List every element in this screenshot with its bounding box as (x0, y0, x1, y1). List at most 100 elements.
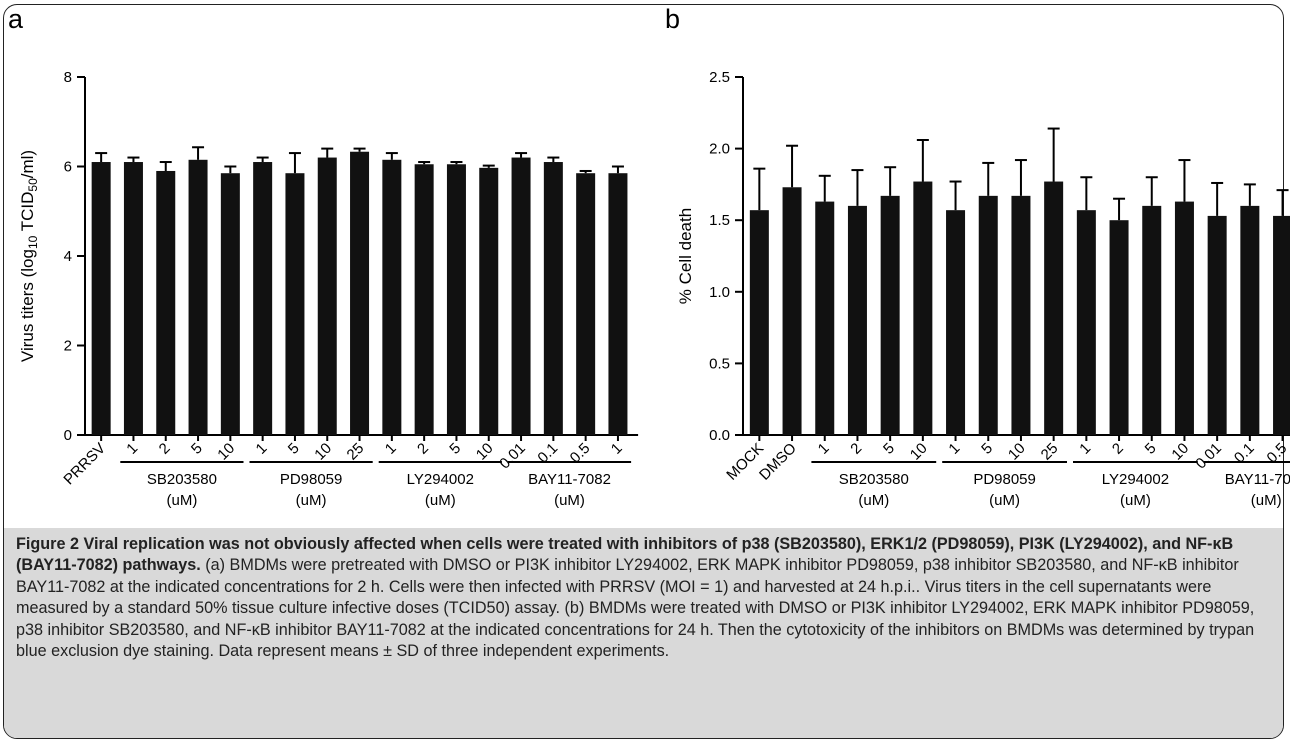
x-tick-label: 10 (1168, 440, 1192, 464)
x-tick-label: 0.01 (1192, 440, 1225, 473)
y-tick-label: 0.0 (709, 427, 730, 444)
x-tick-label: 1 (608, 440, 626, 458)
y-axis-title: % Cell death (676, 208, 695, 304)
bar (576, 173, 596, 435)
x-tick-label: 5 (285, 440, 303, 458)
x-tick-label: 1 (123, 440, 141, 458)
x-tick-label: 2 (847, 440, 865, 458)
x-tick-label: 10 (1005, 440, 1029, 464)
panel-label-b: b (665, 4, 680, 34)
bar (1044, 181, 1064, 435)
bar (511, 157, 531, 436)
figure-caption: Figure 2 Viral replication was not obvio… (16, 534, 1271, 662)
y-tick-label: 1.0 (709, 284, 730, 301)
x-tick-label: 0.01 (496, 440, 529, 473)
caption-title: Figure 2 Viral replication was not obvio… (16, 535, 1234, 575)
bar (1076, 210, 1096, 435)
bar (1240, 205, 1260, 435)
bar (608, 173, 628, 435)
x-tick-label: 5 (446, 440, 464, 458)
y-tick-label: 0 (64, 427, 72, 444)
x-tick-label: 1 (945, 440, 963, 458)
x-tick-label: 25 (1038, 440, 1062, 464)
x-tick-label: DMSO (756, 440, 800, 484)
caption-part-a: (a) BMDMs were pretreated with DMSO or P… (16, 556, 1239, 618)
x-tick-label: 1 (253, 440, 271, 458)
group-unit: (uM) (296, 492, 327, 509)
figure-charts: a 0 2 4 6 8 Virus titers (log10 TCID50/ml) PRRS… (8, 4, 1290, 509)
group-unit: (uM) (858, 492, 889, 509)
bar (446, 164, 466, 435)
bar (414, 164, 434, 435)
x-tick-label: 1 (382, 440, 400, 458)
group-name: PD98059 (973, 471, 1036, 488)
x-tick-label: 1 (1076, 440, 1094, 458)
bar (382, 159, 402, 435)
x-tick-label: PRRSV (60, 440, 109, 489)
figure-frame (3, 4, 1284, 739)
bar (978, 195, 998, 435)
group-name: BAY11-7082 (1225, 471, 1290, 488)
bar (188, 159, 208, 435)
bar (253, 162, 273, 435)
bar (847, 205, 867, 435)
group-name: LY294002 (407, 471, 474, 488)
x-tick-label: 10 (473, 440, 497, 464)
bar (156, 170, 176, 435)
group-name: PD98059 (280, 471, 343, 488)
y-tick-label: 2 (64, 338, 72, 355)
group-name: SB203580 (839, 471, 909, 488)
y-tick-label: 0.5 (709, 355, 730, 372)
bar (1273, 215, 1290, 435)
x-tick-label: 5 (188, 440, 206, 458)
bar (285, 173, 305, 435)
y-tick-label: 1.5 (709, 212, 730, 229)
caption-part-b: (b) BMDMs were treated with DMSO or PI3K… (16, 599, 1255, 661)
group-name: SB203580 (147, 471, 217, 488)
x-tick-label: 5 (978, 440, 996, 458)
y-axis-title: Virus titers (log10 TCID50/ml) (18, 150, 40, 362)
bar (220, 173, 240, 435)
bar (1207, 215, 1227, 435)
caption-background (4, 528, 1283, 738)
bar (123, 162, 143, 435)
y-tick-label: 4 (64, 248, 72, 265)
bar (815, 201, 835, 435)
bar (1011, 195, 1031, 435)
group-name: LY294002 (1102, 471, 1169, 488)
x-tick-label: 5 (1142, 440, 1160, 458)
x-tick-label: 10 (907, 440, 931, 464)
x-tick-label: 2 (156, 440, 174, 458)
bar (1109, 220, 1129, 435)
x-tick-label: 2 (414, 440, 432, 458)
group-unit: (uM) (166, 492, 197, 509)
bar (1174, 201, 1194, 435)
bar (880, 195, 900, 435)
y-tick-label: 8 (64, 69, 72, 86)
x-tick-label: 10 (311, 440, 335, 464)
y-tick-label: 6 (64, 159, 72, 176)
x-tick-label: 10 (214, 440, 238, 464)
group-unit: (uM) (425, 492, 456, 509)
x-tick-label: 5 (880, 440, 898, 458)
group-unit: (uM) (989, 492, 1020, 509)
x-tick-label: 1 (815, 440, 833, 458)
group-unit: (uM) (1251, 492, 1282, 509)
bar (782, 187, 802, 435)
bar (479, 167, 499, 435)
bar (913, 181, 933, 435)
group-unit: (uM) (554, 492, 585, 509)
x-tick-label: 25 (344, 440, 368, 464)
bar (543, 162, 563, 435)
y-tick-label: 2.0 (709, 141, 730, 158)
bar (1142, 205, 1162, 435)
panel-label-a: a (8, 4, 24, 34)
x-tick-label: 2 (1109, 440, 1127, 458)
y-tick-label: 2.5 (709, 69, 730, 86)
group-name: BAY11-7082 (528, 471, 611, 488)
bar (317, 157, 337, 436)
bar (91, 162, 111, 435)
bar (749, 210, 769, 435)
bar (350, 151, 370, 436)
group-unit: (uM) (1120, 492, 1151, 509)
